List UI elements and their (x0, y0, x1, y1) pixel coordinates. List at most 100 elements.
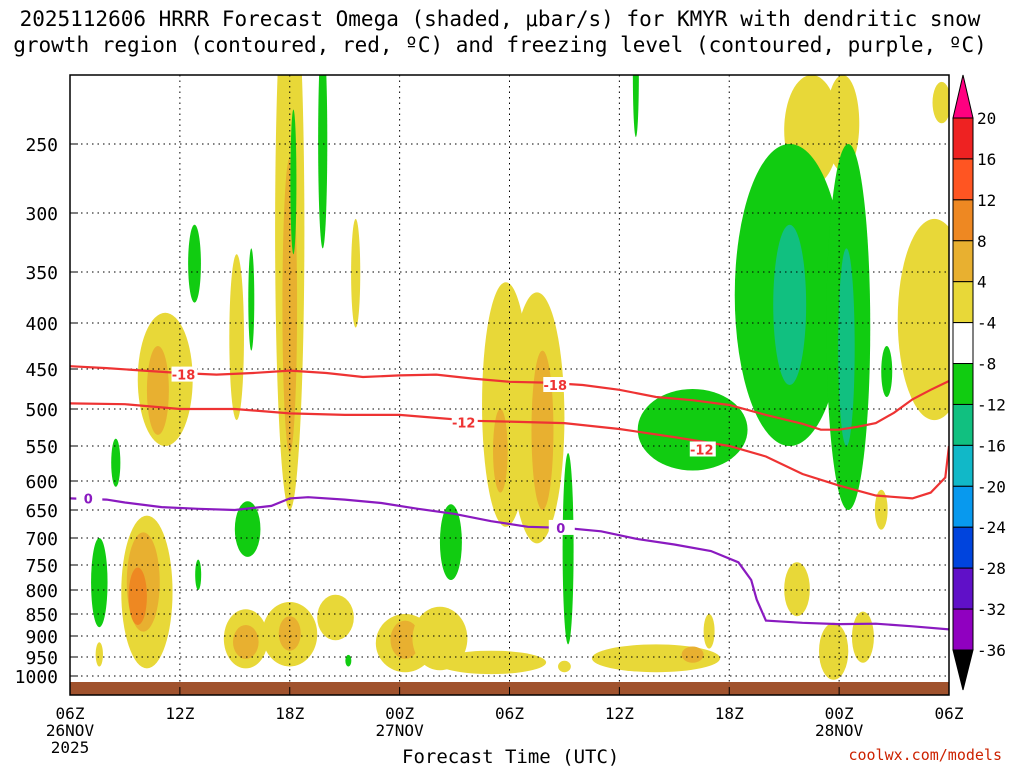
contour-label: -12 (690, 444, 714, 459)
omega-blob (632, 75, 639, 138)
x-tick-label: 18Z (275, 704, 304, 723)
contour-label-bg (689, 441, 716, 457)
omega-blob (562, 453, 574, 645)
contour-line (70, 402, 949, 500)
y-axis: 2503003504004505005506006507007508008509… (15, 135, 78, 688)
colorbar-segment (952, 281, 974, 324)
colorbar-label: 20 (977, 109, 996, 128)
colorbar-segment (952, 322, 974, 365)
x-day-label: 28NOV (815, 721, 864, 740)
y-tick-label: 750 (25, 556, 58, 577)
contour-label: 0 (556, 522, 565, 537)
contour-label: -12 (452, 416, 476, 431)
contour-label-bg (171, 366, 198, 382)
colorbar-segment (952, 199, 974, 242)
colorbar-segment (952, 444, 974, 487)
colorbar-label: -28 (977, 559, 1006, 578)
omega-blob (278, 616, 301, 651)
colorbar-label: 16 (977, 150, 996, 169)
omega-blob (351, 218, 361, 328)
colorbar-bottom-arrow (952, 649, 974, 691)
y-tick-label: 650 (25, 501, 58, 522)
y-tick-label: 850 (25, 605, 58, 626)
y-tick-label: 600 (25, 472, 58, 493)
credit-link[interactable]: coolwx.com/models (848, 746, 1002, 764)
contour-label: -18 (544, 379, 568, 394)
omega-blob (128, 567, 147, 625)
y-tick-label: 500 (25, 400, 58, 421)
colorbar-label: -24 (977, 518, 1006, 537)
omega-blob (773, 224, 807, 385)
contour-label-bg (548, 519, 575, 535)
x-tick-label: 12Z (165, 704, 194, 723)
omega-blob (232, 625, 259, 659)
omega-blob (558, 660, 571, 673)
omega-blob (95, 642, 103, 667)
omega-blob (317, 594, 354, 641)
y-tick-label: 550 (25, 437, 58, 458)
omega-blob (851, 611, 874, 663)
colorbar-top-arrow (952, 74, 974, 119)
x-tick-label: 00Z (825, 704, 854, 723)
omega-blob (681, 646, 704, 663)
y-tick-label: 350 (25, 263, 58, 284)
y-tick-label: 900 (25, 627, 58, 648)
x-axis-label: Forecast Time (UTC) (402, 746, 620, 768)
omega-blob (91, 538, 108, 628)
colorbar-label: -8 (977, 355, 996, 374)
y-tick-label: 700 (25, 529, 58, 550)
y-tick-label: 400 (25, 314, 58, 335)
omega-blob (493, 409, 508, 493)
colorbar-segment (952, 158, 974, 201)
colorbar-segment (952, 608, 974, 651)
colorbar-label: -20 (977, 477, 1006, 496)
omega-blob (229, 254, 244, 421)
contour-line (70, 365, 949, 431)
colorbar-label: -36 (977, 641, 1006, 660)
omega-blob (439, 504, 462, 580)
x-tick-label: 12Z (605, 704, 634, 723)
omega-blob (188, 224, 201, 303)
colorbar-label: -16 (977, 436, 1006, 455)
colorbar-segment (952, 240, 974, 283)
colorbar: 20 16 12 8 4 -4 -8 -12 -16 -20 -24 -28 -32 -36 (952, 74, 1006, 691)
contour-label: -18 (172, 369, 196, 384)
omega-blob (531, 350, 554, 510)
colorbar-label: 12 (977, 191, 996, 210)
y-tick-label: 250 (25, 135, 58, 156)
colorbar-label: 8 (977, 232, 987, 251)
omega-blob (318, 75, 328, 249)
omega-blob (248, 248, 255, 351)
colorbar-segment (952, 363, 974, 405)
x-tick-label: 00Z (385, 704, 414, 723)
colorbar-segment (952, 485, 974, 528)
colorbar-label: -4 (977, 314, 996, 333)
colorbar-segment (952, 403, 974, 446)
omega-shading (91, 75, 949, 680)
x-tick-label: 06Z (935, 704, 964, 723)
title-line-2: growth region (contoured, red, ºC) and f… (13, 33, 987, 57)
contour-label-bg (76, 490, 103, 506)
colorbar-segment (952, 117, 974, 160)
omega-blob (838, 248, 855, 446)
colorbar-segment (952, 567, 974, 610)
y-tick-label: 1000 (15, 667, 58, 688)
colorbar-label: -12 (977, 395, 1006, 414)
omega-blob (390, 620, 420, 659)
contour-label: 0 (84, 492, 93, 507)
omega-blob (932, 81, 949, 124)
omega-blob (881, 346, 893, 397)
omega-blob (436, 650, 547, 675)
omega-blob (195, 559, 202, 590)
colorbar-segment (952, 526, 974, 569)
title-line-1: 2025112606 HRRR Forecast Omega (shaded, … (19, 7, 981, 31)
omega-blob (345, 654, 352, 667)
colorbar-label: -32 (977, 600, 1006, 619)
y-tick-label: 950 (25, 648, 58, 669)
omega-blob (290, 109, 297, 255)
x-tick-label: 06Z (495, 704, 524, 723)
contour-lines: -18 -18 -12 -12 0 0 (70, 365, 949, 631)
contour-label-bg (543, 377, 570, 392)
omega-blob (703, 614, 715, 649)
